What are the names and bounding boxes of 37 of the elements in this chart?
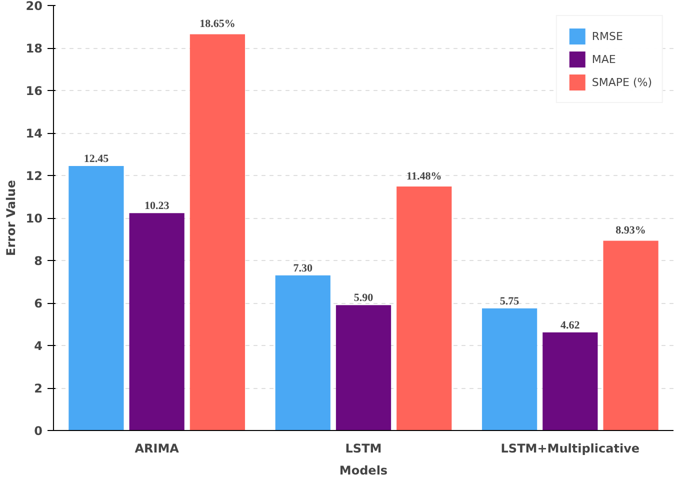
data-label: 11.48% [406, 170, 442, 183]
y-tick-label: 8 [34, 254, 43, 268]
legend-label: RMSE [592, 30, 623, 42]
x-tick-label: LSTM [345, 442, 382, 456]
legend-label: SMAPE (%) [592, 76, 652, 88]
bar [396, 186, 452, 430]
bar [190, 34, 246, 430]
bar [542, 332, 598, 430]
bar [603, 240, 658, 430]
bar [482, 308, 538, 430]
data-label: 10.23 [144, 200, 170, 212]
y-tick-label: 16 [26, 84, 43, 98]
legend-label: MAE [592, 52, 616, 66]
y-tick-label: 0 [34, 424, 43, 438]
y-tick-label: 20 [26, 0, 43, 13]
y-axis-title: Error Value [4, 180, 18, 256]
x-tick-label: LSTM+Multiplicative [500, 442, 640, 456]
y-tick-label: 6 [34, 296, 43, 310]
y-tick-label: 10 [26, 212, 43, 226]
data-label: 5.75 [500, 295, 520, 308]
data-label: 18.65% [200, 18, 236, 30]
y-tick-label: 2 [34, 382, 43, 396]
data-label: 8.93% [616, 224, 646, 237]
y-tick-label: 4 [34, 339, 43, 353]
bar [129, 213, 184, 430]
y-tick-label: 12 [26, 169, 43, 183]
data-label: 4.62 [560, 319, 580, 332]
x-axis-title: Models [339, 464, 388, 478]
x-tick-label: ARIMA [134, 442, 180, 456]
bar [275, 275, 330, 430]
bar [336, 305, 392, 430]
y-tick-label: 14 [26, 126, 43, 140]
data-label: 7.30 [293, 262, 314, 274]
data-label: 5.90 [354, 292, 374, 304]
bar [68, 166, 124, 430]
data-label: 12.45 [84, 152, 110, 165]
y-tick-label: 18 [26, 42, 43, 56]
